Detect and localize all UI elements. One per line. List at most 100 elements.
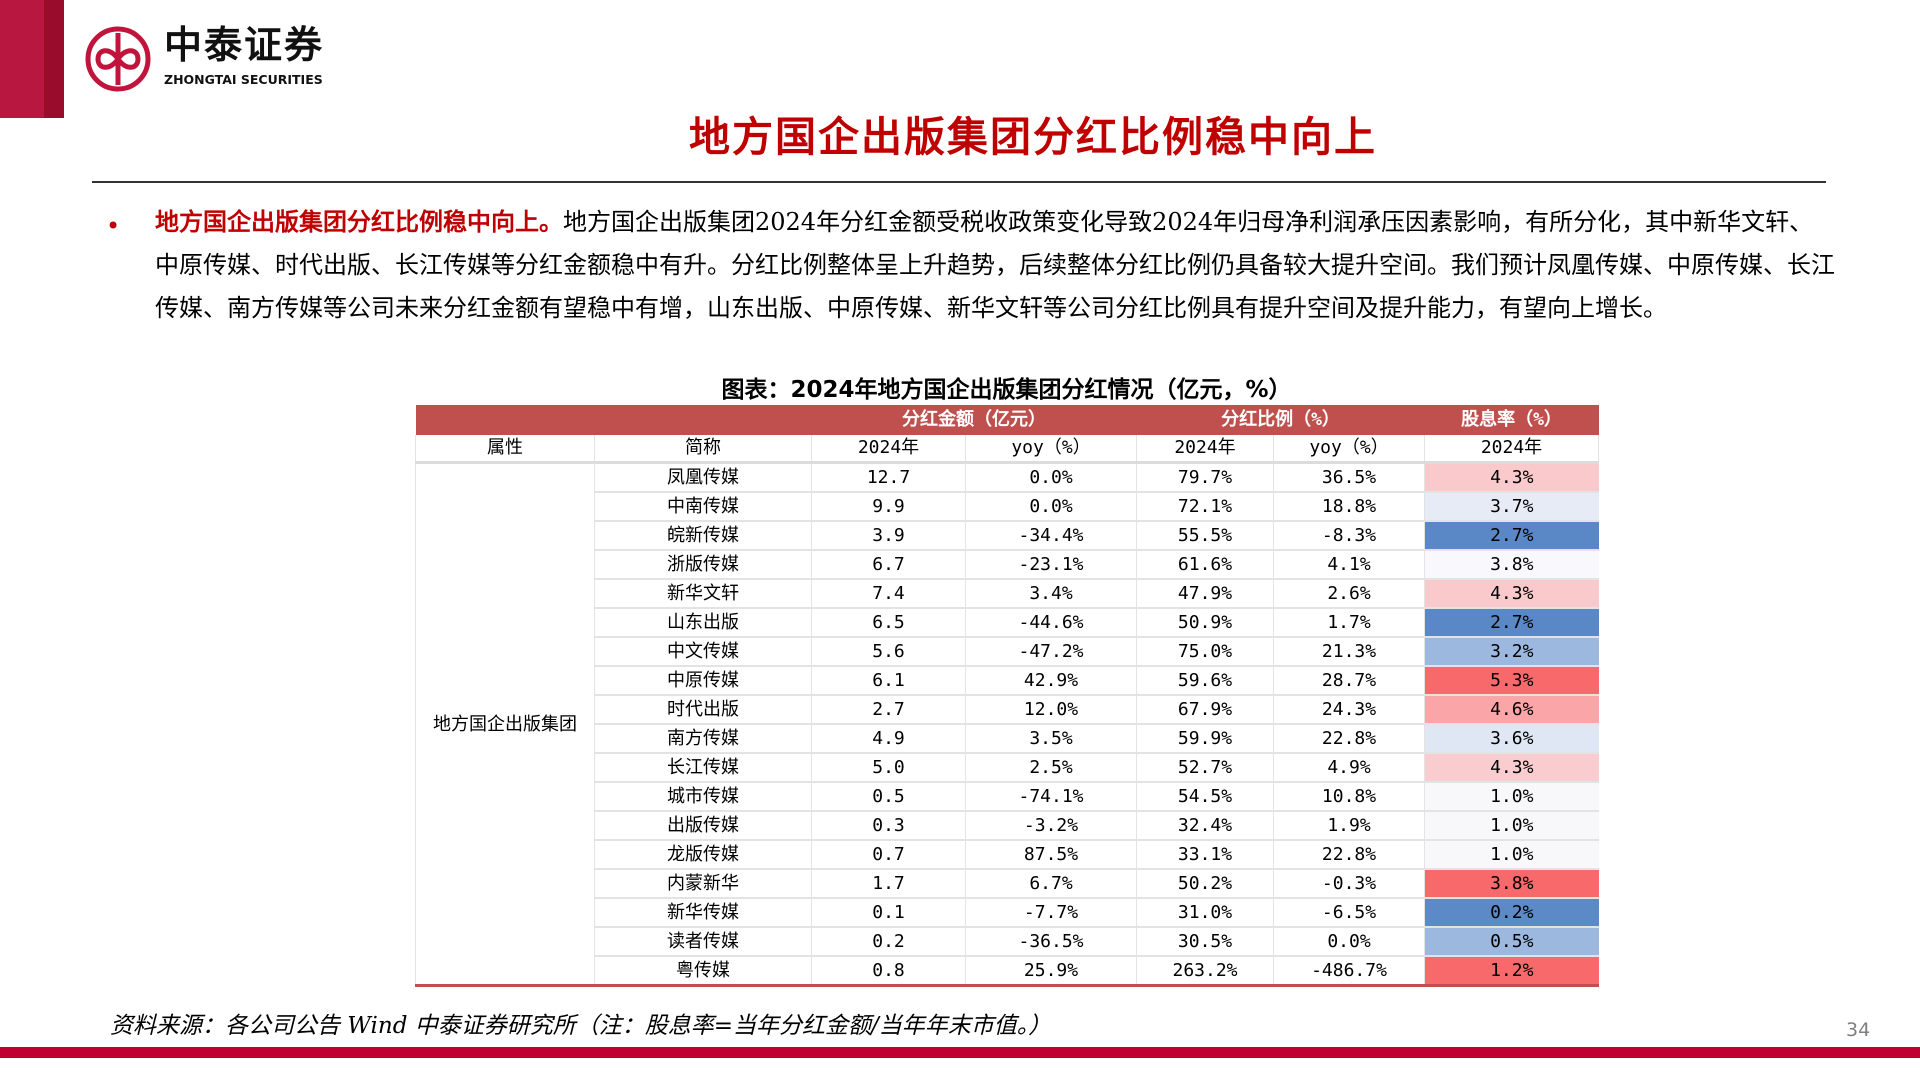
- payout-ratio-yoy: 22.8%: [1273, 724, 1425, 754]
- company-name: 内蒙新华: [594, 869, 812, 899]
- table-row: 时代出版 2.7 12.0% 67.9% 24.3% 4.6%: [416, 695, 1599, 725]
- company-name: 南方传媒: [594, 724, 812, 754]
- payout-ratio-yoy: 36.5%: [1273, 462, 1425, 493]
- company-name: 出版传媒: [594, 811, 812, 841]
- payout-ratio-yoy: 10.8%: [1273, 782, 1425, 812]
- table-row: 山东出版 6.5 -44.6% 50.9% 1.7% 2.7%: [416, 608, 1599, 638]
- dividend-table: 分红金额（亿元） 分红比例（%） 股息率（%） 属性 简称 2024年 yoy（…: [415, 405, 1599, 987]
- column-header: 2024年: [811, 435, 966, 464]
- dividend-amount-yoy: 87.5%: [965, 840, 1137, 870]
- dividend-amount-yoy: 12.0%: [965, 695, 1137, 725]
- table-row: 粤传媒 0.8 25.9% 263.2% -486.7% 1.2%: [416, 956, 1599, 987]
- payout-ratio: 30.5%: [1136, 927, 1274, 957]
- payout-ratio: 59.9%: [1136, 724, 1274, 754]
- payout-ratio-yoy: -8.3%: [1273, 521, 1425, 551]
- dividend-amount-yoy: -74.1%: [965, 782, 1137, 812]
- payout-ratio: 72.1%: [1136, 492, 1274, 522]
- dividend-amount-yoy: -44.6%: [965, 608, 1137, 638]
- group-header-blank: [415, 405, 812, 435]
- dividend-amount-yoy: -34.4%: [965, 521, 1137, 551]
- dividend-amount-yoy: 3.5%: [965, 724, 1137, 754]
- group-header-amount: 分红金额（亿元）: [811, 405, 1137, 435]
- dividend-amount: 0.5: [811, 782, 966, 812]
- dividend-yield: 0.2%: [1424, 898, 1599, 928]
- dividend-yield: 1.0%: [1424, 811, 1599, 841]
- logo-text-cn: 中泰证券: [164, 23, 325, 67]
- page-number: 34: [1846, 1019, 1871, 1041]
- company-name: 城市传媒: [594, 782, 812, 812]
- table-row: 新华文轩 7.4 3.4% 47.9% 2.6% 4.3%: [416, 579, 1599, 609]
- table-row: 浙版传媒 6.7 -23.1% 61.6% 4.1% 3.8%: [416, 550, 1599, 580]
- bullet-icon: •: [106, 212, 121, 240]
- table-row: 新华传媒 0.1 -7.7% 31.0% -6.5% 0.2%: [416, 898, 1599, 928]
- dividend-amount-yoy: -7.7%: [965, 898, 1137, 928]
- company-name: 读者传媒: [594, 927, 812, 957]
- payout-ratio: 55.5%: [1136, 521, 1274, 551]
- table-row: 内蒙新华 1.7 6.7% 50.2% -0.3% 3.8%: [416, 869, 1599, 899]
- dividend-amount-yoy: -23.1%: [965, 550, 1137, 580]
- bullet-paragraph: 地方国企出版集团分红比例稳中向上。地方国企出版集团2024年分红金额受税收政策变…: [155, 200, 1835, 330]
- dividend-yield: 4.3%: [1424, 579, 1599, 609]
- company-name: 中原传媒: [594, 666, 812, 696]
- payout-ratio: 52.7%: [1136, 753, 1274, 783]
- table-header-row: 属性 简称 2024年 yoy（%） 2024年 yoy（%） 2024年: [415, 435, 1599, 464]
- dividend-amount: 0.1: [811, 898, 966, 928]
- dividend-amount-yoy: 6.7%: [965, 869, 1137, 899]
- dividend-amount-yoy: -36.5%: [965, 927, 1137, 957]
- table-row: 皖新传媒 3.9 -34.4% 55.5% -8.3% 2.7%: [416, 521, 1599, 551]
- payout-ratio-yoy: 24.3%: [1273, 695, 1425, 725]
- table-row: 龙版传媒 0.7 87.5% 33.1% 22.8% 1.0%: [416, 840, 1599, 870]
- dividend-amount-yoy: -47.2%: [965, 637, 1137, 667]
- company-name: 浙版传媒: [594, 550, 812, 580]
- dividend-yield: 4.6%: [1424, 695, 1599, 725]
- dividend-yield: 4.3%: [1424, 753, 1599, 783]
- column-header: 简称: [594, 435, 812, 464]
- dividend-amount: 3.9: [811, 521, 966, 551]
- dividend-yield: 3.2%: [1424, 637, 1599, 667]
- header-red-block: [0, 0, 44, 118]
- payout-ratio-yoy: 18.8%: [1273, 492, 1425, 522]
- payout-ratio: 61.6%: [1136, 550, 1274, 580]
- dividend-yield: 5.3%: [1424, 666, 1599, 696]
- payout-ratio: 47.9%: [1136, 579, 1274, 609]
- dividend-amount: 6.7: [811, 550, 966, 580]
- zhongtai-logo-icon: [85, 26, 151, 92]
- table-row: 地方国企出版集团 凤凰传媒 12.7 0.0% 79.7% 36.5% 4.3%: [415, 462, 1599, 987]
- payout-ratio-yoy: 2.6%: [1273, 579, 1425, 609]
- page-title: 地方国企出版集团分红比例稳中向上: [689, 113, 1377, 161]
- table-group-header-row: 分红金额（亿元） 分红比例（%） 股息率（%）: [415, 405, 1599, 435]
- table-row: 城市传媒 0.5 -74.1% 54.5% 10.8% 1.0%: [416, 782, 1599, 812]
- table-row: 中原传媒 6.1 42.9% 59.6% 28.7% 5.3%: [416, 666, 1599, 696]
- title-divider: [92, 181, 1826, 183]
- table-row: 中南传媒 9.9 0.0% 72.1% 18.8% 3.7%: [416, 492, 1599, 522]
- payout-ratio-yoy: -0.3%: [1273, 869, 1425, 899]
- company-name: 新华文轩: [594, 579, 812, 609]
- payout-ratio: 32.4%: [1136, 811, 1274, 841]
- dividend-yield: 3.7%: [1424, 492, 1599, 522]
- dividend-yield: 2.7%: [1424, 608, 1599, 638]
- table-row: 读者传媒 0.2 -36.5% 30.5% 0.0% 0.5%: [416, 927, 1599, 957]
- group-header-ratio: 分红比例（%）: [1136, 405, 1425, 435]
- dividend-yield: 1.0%: [1424, 782, 1599, 812]
- column-header: yoy（%）: [965, 435, 1137, 464]
- dividend-amount: 9.9: [811, 492, 966, 522]
- dividend-yield: 3.8%: [1424, 550, 1599, 580]
- column-header: 2024年: [1424, 435, 1599, 464]
- company-name: 时代出版: [594, 695, 812, 725]
- payout-ratio-yoy: -6.5%: [1273, 898, 1425, 928]
- company-name: 粤传媒: [594, 956, 812, 987]
- payout-ratio: 50.2%: [1136, 869, 1274, 899]
- dividend-yield: 3.6%: [1424, 724, 1599, 754]
- payout-ratio-yoy: 21.3%: [1273, 637, 1425, 667]
- dividend-yield: 2.7%: [1424, 521, 1599, 551]
- dividend-amount: 6.1: [811, 666, 966, 696]
- dividend-amount: 1.7: [811, 869, 966, 899]
- payout-ratio: 31.0%: [1136, 898, 1274, 928]
- table-row: 南方传媒 4.9 3.5% 59.9% 22.8% 3.6%: [416, 724, 1599, 754]
- company-name: 凤凰传媒: [594, 462, 812, 493]
- dividend-amount: 5.6: [811, 637, 966, 667]
- dividend-yield: 4.3%: [1424, 462, 1599, 493]
- payout-ratio-yoy: 1.9%: [1273, 811, 1425, 841]
- group-header-yield: 股息率（%）: [1424, 405, 1599, 435]
- payout-ratio-yoy: 28.7%: [1273, 666, 1425, 696]
